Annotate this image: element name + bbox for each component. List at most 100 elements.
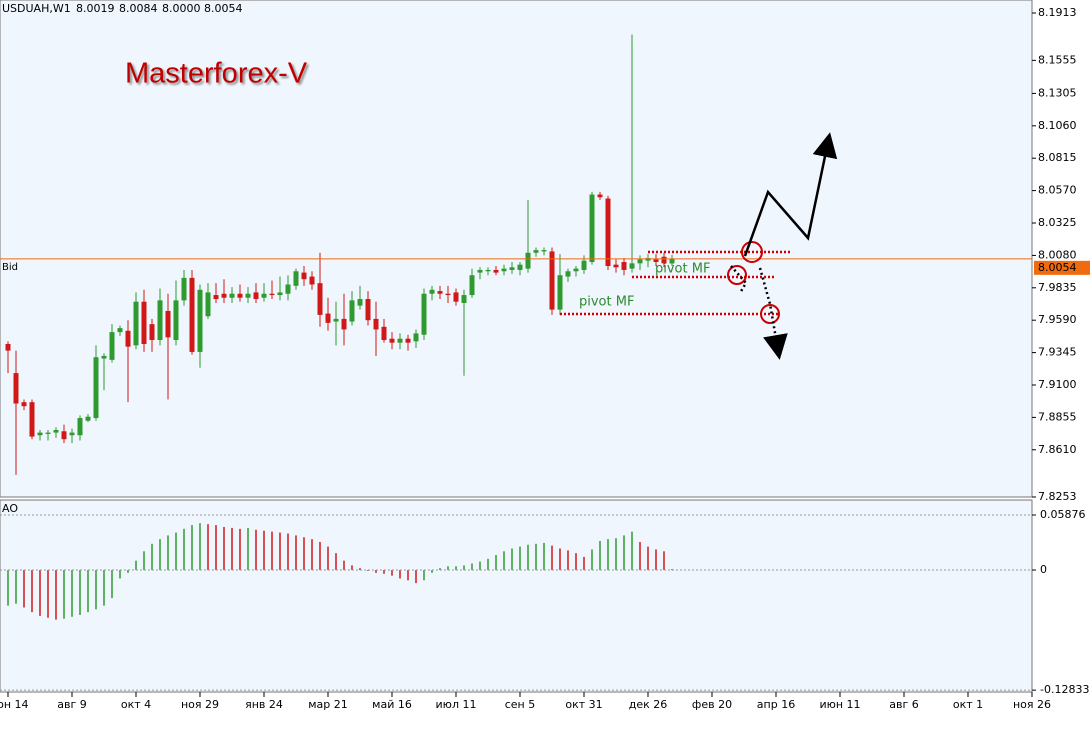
candle-body	[509, 267, 515, 270]
main-plot	[0, 34, 1032, 475]
x-tick-label: авг 9	[57, 698, 87, 711]
candle-body	[101, 355, 107, 359]
candle-body	[325, 313, 331, 323]
main-panel	[0, 0, 1033, 498]
candle-body	[549, 251, 555, 310]
candle-body	[557, 275, 563, 310]
candle-body	[493, 269, 499, 273]
candle-body	[477, 269, 483, 273]
y-tick-label: 0	[1040, 563, 1047, 576]
x-tick-label: окт 4	[121, 698, 151, 711]
candle-body	[501, 268, 507, 272]
y-tick-label: 7.8610	[1038, 443, 1077, 456]
candle-body	[637, 259, 643, 264]
candle-body	[293, 271, 299, 286]
candle-body	[645, 258, 651, 261]
x-tick-label: май 16	[372, 698, 412, 711]
candle-body	[5, 343, 11, 351]
candle-body	[261, 293, 267, 298]
ao-panel	[0, 499, 1033, 693]
y-tick-label: 8.0080	[1038, 248, 1077, 261]
candle-body	[485, 269, 491, 272]
y-tick-label: 8.1913	[1038, 6, 1077, 19]
candle-body	[597, 194, 603, 198]
candle-body	[189, 277, 195, 352]
candle-body	[253, 292, 259, 300]
y-tick-label: 8.1060	[1038, 119, 1077, 132]
header-value: 8.0019	[76, 2, 115, 15]
header-value: 8.0084	[119, 2, 158, 15]
y-tick-label: 7.8855	[1038, 410, 1077, 423]
candle-body	[133, 301, 139, 346]
chart-title: Masterforex-V	[125, 58, 308, 90]
candle-body	[573, 268, 579, 272]
candle-body	[141, 301, 147, 344]
candle-body	[13, 373, 19, 404]
candle-body	[349, 300, 355, 322]
x-tick-label: мар 21	[308, 698, 348, 711]
x-tick-label: янв 24	[245, 698, 283, 711]
candle-body	[37, 432, 43, 436]
candle-body	[581, 260, 587, 270]
candle-body	[149, 324, 155, 341]
candle-body	[301, 272, 307, 280]
candle-body	[173, 300, 179, 341]
candle-body	[85, 416, 91, 421]
y-tick-label: -0.12833	[1040, 683, 1089, 696]
candle-body	[165, 310, 171, 338]
candle-body	[381, 326, 387, 341]
candle-body	[157, 300, 163, 341]
annotation: pivot MF	[579, 295, 634, 310]
x-tick-label: июн 11	[819, 698, 860, 711]
x-tick-label: апр 16	[757, 698, 795, 711]
candle-body	[21, 402, 27, 407]
annotation: pivot MF	[655, 262, 710, 277]
candle-body	[469, 275, 475, 296]
bid-price-box	[1034, 260, 1090, 275]
candle-body	[341, 318, 347, 330]
candle-body	[125, 330, 131, 347]
candle-body	[533, 250, 539, 253]
y-tick-label: 7.9100	[1038, 378, 1077, 391]
candle-body	[61, 431, 67, 440]
candle-body	[245, 293, 251, 298]
candle-body	[205, 292, 211, 317]
candle-body	[621, 262, 627, 270]
candle-body	[333, 318, 339, 322]
candle-body	[605, 198, 611, 266]
candle-body	[237, 293, 243, 298]
bid-label: Bid	[2, 262, 18, 273]
candle-body	[397, 338, 403, 343]
candle-body	[413, 333, 419, 342]
axes: 8.1913 8.1555 8.1305 8.1060 8.0815 8.0570 8.03…	[0, 6, 1089, 711]
candle-body	[309, 276, 315, 285]
candle-body	[229, 293, 235, 298]
y-tick-label: 7.9835	[1038, 281, 1077, 294]
candle-body	[77, 418, 83, 436]
candle-body	[429, 289, 435, 294]
x-tick-label: ноя 26	[1013, 698, 1051, 711]
candle-body	[629, 263, 635, 269]
candle-body	[437, 291, 443, 294]
candle-body	[365, 299, 371, 321]
candle-body	[653, 259, 659, 263]
y-tick-label: 8.0570	[1038, 184, 1077, 197]
candle-body	[445, 293, 451, 296]
y-tick-label: 0.05876	[1040, 508, 1086, 521]
header-value: 8.0054	[204, 2, 243, 15]
header-value: 8.0000	[162, 2, 201, 15]
candle-body	[277, 292, 283, 296]
candle-body	[541, 250, 547, 252]
y-tick-label: 8.1305	[1038, 86, 1077, 99]
y-tick-label: 8.0815	[1038, 151, 1077, 164]
candle-body	[613, 264, 619, 268]
x-tick-label: ноя 29	[181, 698, 219, 711]
candle-body	[589, 194, 595, 263]
candle-body	[517, 264, 523, 270]
candle-body	[69, 432, 75, 436]
candle-body	[53, 429, 59, 433]
candle-body	[181, 277, 187, 301]
candle-body	[405, 338, 411, 343]
candle-body	[525, 252, 531, 269]
